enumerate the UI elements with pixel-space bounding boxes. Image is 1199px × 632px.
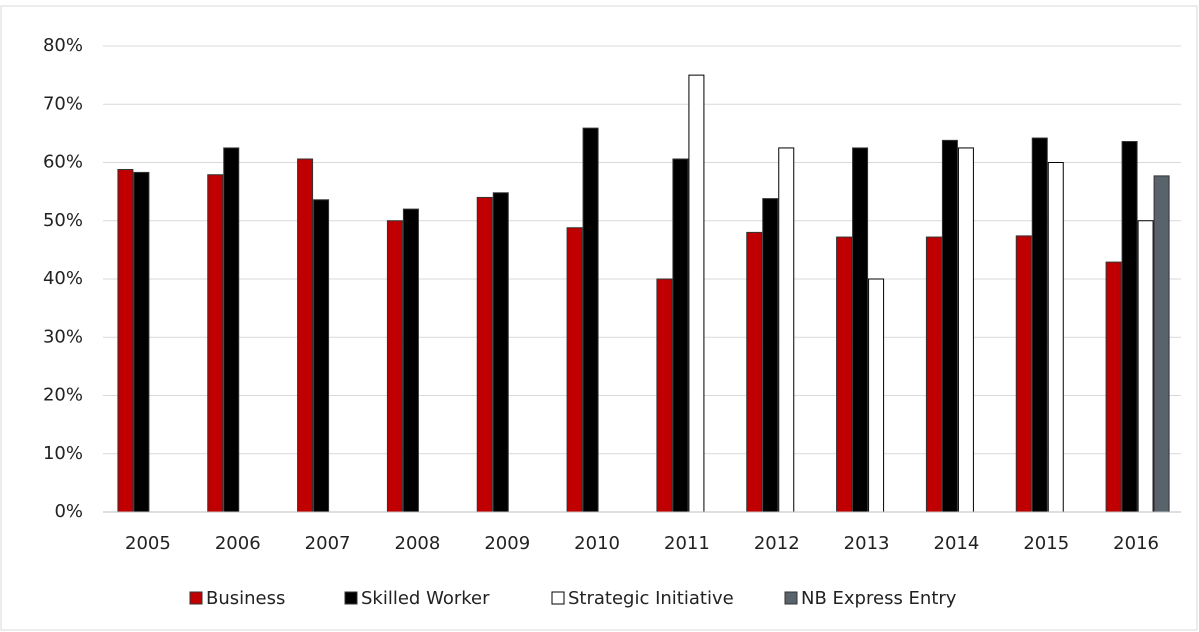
- bar: [476, 196, 493, 513]
- legend-swatch: [189, 591, 203, 605]
- x-tick-label: 2006: [215, 533, 261, 554]
- legend-swatch: [784, 591, 798, 605]
- x-tick-label: 2011: [664, 533, 710, 554]
- bar: [207, 174, 224, 513]
- bar: [1015, 235, 1032, 513]
- bar: [223, 147, 240, 513]
- bar: [1137, 220, 1154, 513]
- bar: [117, 168, 134, 513]
- x-tick-label: 2016: [1113, 533, 1159, 554]
- legend-label: Strategic Initiative: [568, 588, 734, 609]
- y-tick-label: 20%: [43, 385, 83, 406]
- y-tick-label: 10%: [43, 443, 83, 464]
- x-tick-label: 2012: [754, 533, 800, 554]
- bar: [852, 147, 869, 513]
- x-tick-label: 2015: [1023, 533, 1069, 554]
- bar: [672, 158, 689, 513]
- bar: [688, 74, 705, 513]
- bar: [868, 278, 885, 513]
- bar: [297, 158, 314, 513]
- bar: [133, 171, 150, 513]
- bar: [778, 147, 795, 513]
- x-tick-label: 2005: [125, 533, 171, 554]
- bar: [1047, 162, 1064, 513]
- bar: [313, 199, 330, 513]
- bar: [582, 127, 599, 513]
- bar: [656, 278, 673, 513]
- bar: [925, 236, 942, 513]
- bar: [1031, 137, 1048, 513]
- y-tick-label: 70%: [43, 93, 83, 114]
- bar: [402, 208, 419, 513]
- bar: [957, 147, 974, 513]
- x-tick-label: 2014: [934, 533, 980, 554]
- legend-label: Business: [206, 588, 285, 609]
- bar: [941, 139, 958, 513]
- x-tick-label: 2008: [395, 533, 441, 554]
- chart-border: [0, 5, 1198, 631]
- bar: [566, 227, 583, 513]
- y-tick-label: 50%: [43, 210, 83, 231]
- x-tick-label: 2007: [305, 533, 351, 554]
- bar: [1153, 175, 1170, 513]
- x-tick-label: 2009: [484, 533, 530, 554]
- bar: [762, 198, 779, 513]
- x-tick-label: 2013: [844, 533, 890, 554]
- bar: [492, 192, 509, 513]
- y-tick-label: 40%: [43, 268, 83, 289]
- y-tick-label: 60%: [43, 152, 83, 173]
- y-tick-label: 80%: [43, 35, 83, 56]
- bar: [386, 220, 403, 513]
- bar: [1105, 261, 1122, 513]
- bar: [1121, 141, 1138, 513]
- y-tick-label: 0%: [54, 501, 83, 522]
- legend-label: Skilled Worker: [361, 588, 490, 609]
- legend-swatch: [344, 591, 358, 605]
- legend-swatch: [551, 591, 565, 605]
- legend-label: NB Express Entry: [801, 588, 957, 609]
- bar: [836, 236, 853, 513]
- y-tick-label: 30%: [43, 326, 83, 347]
- bar: [746, 231, 763, 513]
- x-tick-label: 2010: [574, 533, 620, 554]
